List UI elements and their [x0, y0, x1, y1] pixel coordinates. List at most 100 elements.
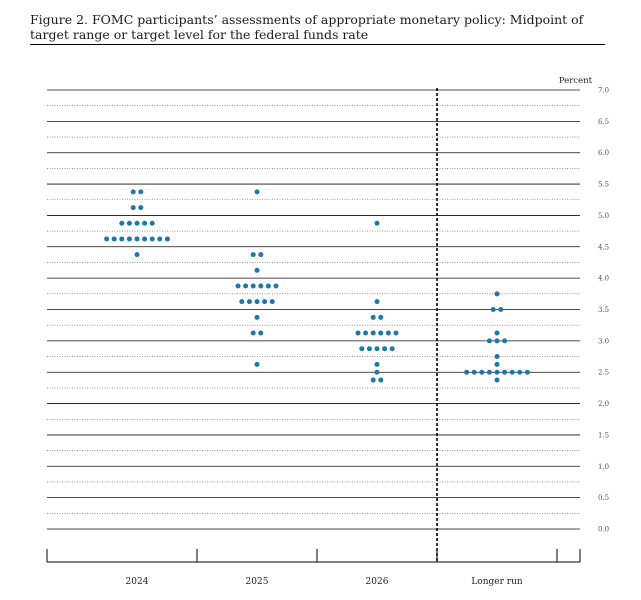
dot-point: [134, 252, 140, 258]
dot-point: [494, 338, 500, 344]
dot-point: [262, 299, 268, 305]
dot-point: [254, 267, 260, 273]
y-tick-label: 5.0: [598, 212, 609, 220]
x-category-label: 2024: [126, 577, 149, 587]
dot-point: [273, 283, 279, 289]
dot-point: [250, 252, 256, 258]
dot-point: [479, 369, 485, 375]
dot-point: [243, 283, 249, 289]
y-tick-label: 6.0: [598, 149, 609, 157]
dot-point: [130, 205, 136, 211]
dot-point: [254, 361, 260, 367]
dot-point: [494, 354, 500, 360]
x-category-label: 2025: [246, 577, 269, 587]
dot-point: [374, 346, 380, 352]
y-tick-label: 1.5: [598, 431, 609, 439]
y-tick-label: 0.0: [598, 526, 609, 534]
dot-point: [494, 369, 500, 375]
dot-point: [134, 220, 140, 226]
dot-point: [355, 330, 361, 336]
y-tick-label: 5.5: [598, 181, 609, 189]
dot-point: [374, 369, 380, 375]
caption-rule: [30, 44, 605, 45]
dot-point: [378, 314, 384, 320]
dot-point: [385, 330, 391, 336]
dot-point: [502, 338, 508, 344]
dot-point: [142, 236, 148, 242]
dot-point: [494, 291, 500, 297]
dot-point: [250, 283, 256, 289]
dot-point: [142, 220, 148, 226]
dot-point: [265, 283, 271, 289]
dot-point: [138, 205, 144, 211]
dot-point: [258, 330, 264, 336]
dot-point: [250, 330, 256, 336]
dot-point: [393, 330, 399, 336]
dot-point: [138, 189, 144, 195]
dot-point: [157, 236, 163, 242]
dot-point: [517, 369, 523, 375]
dot-point: [494, 330, 500, 336]
grid-layer: [47, 89, 580, 530]
dot-point: [370, 314, 376, 320]
dot-point: [239, 299, 245, 305]
dot-point: [490, 307, 496, 312]
y-tick-label: 2.5: [598, 369, 609, 377]
dot-point: [164, 236, 170, 242]
dot-point: [126, 236, 132, 242]
dot-point: [111, 236, 117, 242]
dot-point: [382, 346, 388, 352]
y-axis-unit-label: Percent: [559, 76, 593, 86]
dot-point: [374, 220, 380, 226]
dot-point: [235, 283, 241, 289]
dot-point: [104, 236, 110, 242]
y-tick-label: 4.0: [598, 275, 609, 283]
dot-point: [258, 283, 264, 289]
dot-point: [359, 346, 365, 352]
axis-layer: 0.0 0.5 1.0 1.5 2.0 2.5 3.0 3.5 4.0 4.5 5.0 5.5 6.0 6…: [46, 87, 609, 587]
dot-point: [494, 361, 500, 367]
y-tick-label: 3.5: [598, 306, 609, 314]
dots-layer: [104, 189, 530, 383]
y-tick-label: 3.0: [598, 337, 609, 345]
dot-point: [498, 307, 504, 312]
dot-point: [119, 236, 125, 242]
dot-point: [374, 361, 380, 367]
dot-point: [378, 330, 384, 336]
dot-point: [246, 299, 252, 305]
dot-point: [126, 220, 132, 226]
dot-point: [486, 369, 492, 375]
y-tick-label: 0.5: [598, 494, 609, 502]
y-tick-label: 1.0: [598, 463, 609, 471]
y-tick-label: 2.0: [598, 400, 609, 408]
dot-point: [464, 369, 470, 375]
dot-point: [149, 220, 155, 226]
dot-point: [254, 189, 260, 195]
dot-point: [269, 299, 275, 305]
dot-point: [370, 377, 376, 383]
y-tick-label: 6.5: [598, 118, 609, 126]
dot-point: [254, 299, 260, 305]
y-tick-label: 7.0: [598, 87, 609, 95]
dot-point: [363, 330, 369, 336]
dot-point: [502, 369, 508, 375]
dot-point: [486, 338, 492, 344]
dot-point: [524, 369, 530, 375]
x-category-label: Longer run: [471, 577, 523, 587]
dot-point: [149, 236, 155, 242]
dot-point: [378, 377, 384, 383]
dot-point: [389, 346, 395, 352]
dot-point: [366, 346, 372, 352]
dot-point: [119, 220, 125, 226]
figure-caption: Figure 2. FOMC participants’ assessments…: [30, 12, 584, 42]
y-tick-label: 4.5: [598, 243, 609, 251]
dot-point: [254, 314, 260, 320]
dot-point: [471, 369, 477, 375]
dot-point: [374, 299, 380, 305]
dot-point: [370, 330, 376, 336]
dot-point: [130, 189, 136, 195]
dot-point: [258, 252, 264, 258]
dot-point: [494, 377, 500, 383]
x-category-label: 2026: [366, 577, 389, 587]
